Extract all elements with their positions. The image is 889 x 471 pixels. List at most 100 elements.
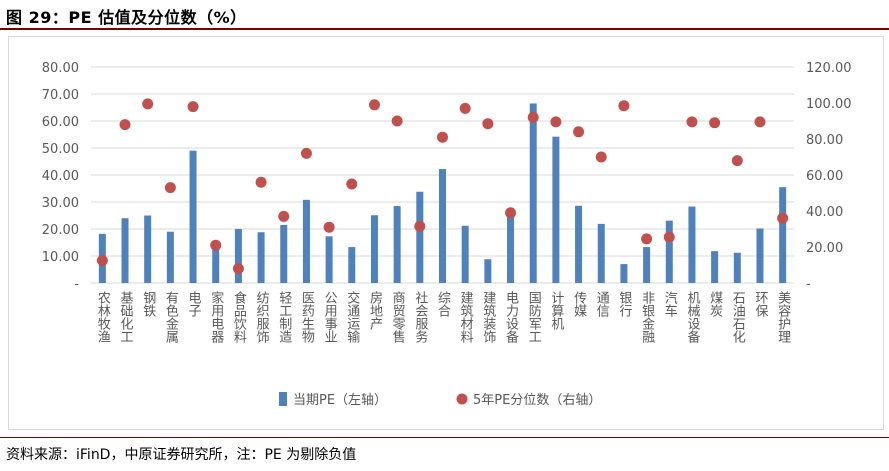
category-label: 商贸零售 xyxy=(390,291,406,343)
category-label: 银行 xyxy=(616,291,632,318)
scatter-point xyxy=(323,221,335,233)
scatter-point xyxy=(459,102,471,114)
bar xyxy=(166,231,174,283)
right-axis-tick: 80.00 xyxy=(806,133,843,148)
category-label: 轻工制造 xyxy=(276,291,292,344)
legend-bar-label: 当期PE（左轴） xyxy=(293,393,387,408)
legend-dot-swatch xyxy=(456,393,468,405)
bar xyxy=(597,223,605,283)
right-axis-tick: 120.00 xyxy=(806,61,852,76)
category-label: 传媒 xyxy=(571,291,587,317)
category-label: 建筑材料 xyxy=(458,291,474,343)
source-note: 资料来源：iFinD，中原证券研究所，注：PE 为剔除负值 xyxy=(6,447,357,463)
bar xyxy=(393,206,401,283)
category-label: 综合 xyxy=(435,291,451,317)
bar xyxy=(552,136,560,283)
category-label: 农林牧渔 xyxy=(95,291,111,343)
category-label: 食品饮料 xyxy=(231,290,247,343)
pe-chart: - 10.00 20.00 30.00 40.00 50.00 60.00 70.00 80.0… xyxy=(42,61,852,408)
bar xyxy=(688,206,696,283)
top-rule xyxy=(0,28,889,30)
left-axis-tick: 40.00 xyxy=(42,169,79,184)
bar xyxy=(257,232,265,283)
chart-title: 图 29：PE 估值及分位数（%） xyxy=(6,8,247,27)
scatter-point xyxy=(777,212,789,224)
scatter-point xyxy=(210,239,222,251)
category-label: 基础化工 xyxy=(118,291,134,343)
bar xyxy=(529,103,537,283)
scatter-point xyxy=(164,182,176,194)
bar xyxy=(733,252,741,283)
scatter-point xyxy=(300,147,312,159)
left-axis-tick: 80.00 xyxy=(42,61,79,76)
bar xyxy=(484,259,492,283)
scatter-point xyxy=(232,263,244,275)
bar xyxy=(575,205,583,283)
bottom-rule xyxy=(0,437,889,438)
bar xyxy=(643,247,651,283)
scatter-point xyxy=(573,126,585,138)
bar xyxy=(121,218,129,283)
category-label: 钢铁 xyxy=(140,291,156,317)
category-label: 美容护理 xyxy=(775,291,791,343)
left-axis-tick: 60.00 xyxy=(42,115,79,130)
category-label: 公用事业 xyxy=(322,291,338,343)
bar xyxy=(370,215,378,283)
category-label: 汽车 xyxy=(662,291,678,317)
scatter-point xyxy=(119,119,131,131)
bar xyxy=(507,216,515,283)
right-axis-tick: 60.00 xyxy=(806,169,843,184)
right-axis-tick: - xyxy=(806,277,811,292)
category-label: 有色金属 xyxy=(163,291,179,344)
category-label: 电力设备 xyxy=(503,291,518,344)
legend-dot-label: 5年PE分位数（右轴） xyxy=(473,393,601,408)
left-axis-tick: 10.00 xyxy=(42,250,79,265)
category-label: 社会服务 xyxy=(412,290,428,343)
category-label: 石油石化 xyxy=(730,291,746,344)
scatter-point xyxy=(505,207,517,219)
legend-bar-swatch xyxy=(279,392,287,406)
scatter-point xyxy=(255,176,267,188)
scatter-point xyxy=(368,99,380,111)
scatter-point xyxy=(482,118,494,130)
bar xyxy=(756,228,764,283)
category-label: 家用电器 xyxy=(208,290,224,344)
right-axis-tick: 20.00 xyxy=(806,241,843,256)
category-label: 交通运输 xyxy=(344,290,360,343)
scatter-point xyxy=(278,210,290,222)
scatter-point xyxy=(731,155,743,167)
scatter-point xyxy=(142,98,154,110)
category-label: 环保 xyxy=(752,291,768,317)
scatter-point xyxy=(754,116,766,128)
scatter-point xyxy=(414,220,426,232)
scatter-point xyxy=(618,100,630,112)
bar xyxy=(461,225,469,283)
category-label: 煤炭 xyxy=(707,291,723,318)
category-label: 计算机 xyxy=(548,291,564,331)
right-axis-tick: 40.00 xyxy=(806,205,843,220)
scatter-point xyxy=(96,255,108,266)
left-axis-tick: 50.00 xyxy=(42,142,79,157)
scatter-point xyxy=(527,111,539,123)
category-label: 医药生物 xyxy=(299,291,315,344)
bar xyxy=(280,224,288,283)
left-axis-tick: - xyxy=(74,277,79,292)
bar xyxy=(325,236,333,283)
bar xyxy=(212,247,220,283)
category-label: 纺织服饰 xyxy=(254,291,269,343)
scatter-point xyxy=(641,233,653,245)
bar xyxy=(439,169,446,283)
bar xyxy=(779,187,787,283)
category-label: 非银金融 xyxy=(639,291,655,343)
category-label: 通信 xyxy=(594,291,610,317)
category-label: 国防军工 xyxy=(526,291,542,343)
scatter-point xyxy=(663,231,675,243)
bar xyxy=(711,251,719,283)
left-axis-tick: 30.00 xyxy=(42,196,79,211)
bar xyxy=(189,150,197,283)
left-axis-tick: 20.00 xyxy=(42,223,79,238)
category-label: 建筑装饰 xyxy=(480,291,496,343)
bar xyxy=(665,220,673,283)
right-axis-tick: 100.00 xyxy=(806,97,852,112)
scatter-point xyxy=(550,116,562,128)
